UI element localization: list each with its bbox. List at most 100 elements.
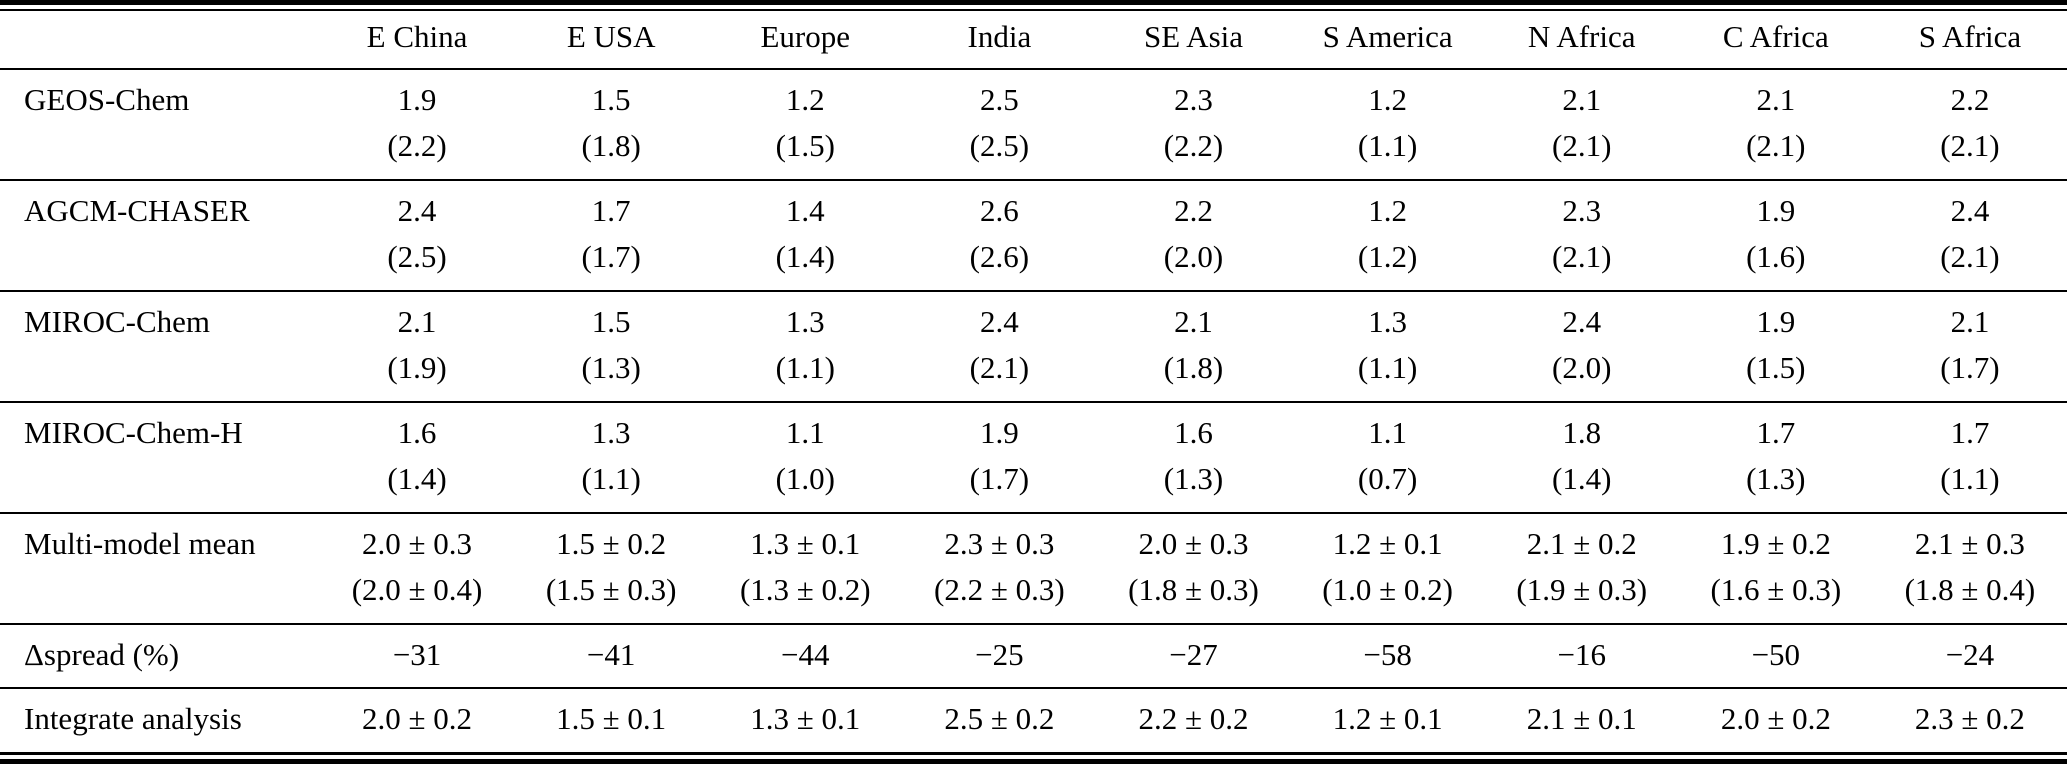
table-header: E China E USA Europe India SE Asia S America N… xyxy=(0,10,2067,69)
cell-value: 2.2 ± 0.2 xyxy=(1138,701,1249,736)
row-label: MIROC-Chem xyxy=(24,303,210,339)
cell-value: 2.0 ± 0.2 xyxy=(362,701,473,736)
row-label: MIROC-Chem-H xyxy=(24,414,243,450)
table-cell: 2.1 ± 0.1 xyxy=(1485,688,1679,753)
cell-value: 1.1 xyxy=(1368,414,1407,450)
table-top-thick-rule xyxy=(0,0,2067,5)
cell-parenthesized-value: (1.1) xyxy=(1357,350,1418,385)
cell-value: 1.9 xyxy=(980,414,1019,450)
table-cell: 1.2 (1.2) xyxy=(1291,180,1485,291)
cell-value: 2.1 ± 0.3 xyxy=(1914,525,2025,561)
column-header: N Africa xyxy=(1527,19,1636,54)
cell-parenthesized-value: (1.7) xyxy=(969,461,1030,496)
table-cell: 2.4 (2.5) xyxy=(320,180,514,291)
cell-value: 2.4 xyxy=(397,192,437,228)
table-cell: −16 xyxy=(1485,624,1679,689)
row-label: Multi-model mean xyxy=(24,525,256,561)
cell-value: −50 xyxy=(1751,636,1801,672)
table-cell: 1.3 (1.1) xyxy=(708,291,902,402)
cell-value: 1.4 xyxy=(785,192,825,228)
cell-value: 1.3 xyxy=(785,303,825,339)
column-header: C Africa xyxy=(1722,19,1829,54)
cell-value: −41 xyxy=(586,636,636,672)
cell-parenthesized-value: (2.1) xyxy=(1940,239,2000,274)
cell-value: 2.1 xyxy=(1756,81,1796,117)
cell-parenthesized-value: (1.3 ± 0.2) xyxy=(739,572,871,607)
table-cell: −58 xyxy=(1291,624,1485,689)
table-cell: 1.9 ± 0.2 (1.6 ± 0.3) xyxy=(1679,513,1873,624)
cell-value: −25 xyxy=(975,636,1024,672)
cell-parenthesized-value: (1.7) xyxy=(1940,350,2000,385)
cell-value: 2.1 ± 0.2 xyxy=(1526,525,1637,561)
cell-value: 2.6 xyxy=(980,192,1019,228)
cell-parenthesized-value: (1.1) xyxy=(1357,128,1418,163)
cell-parenthesized-value: (2.0) xyxy=(1552,350,1612,385)
table-bottom-thick-rule xyxy=(0,758,2067,764)
row-label: Δspread (%) xyxy=(24,636,180,672)
cell-value: 2.1 ± 0.1 xyxy=(1526,701,1637,736)
table-cell: 1.6 (1.4) xyxy=(320,402,514,513)
cell-value: 1.9 xyxy=(1756,192,1796,228)
table-cell: 2.1 ± 0.2 (1.9 ± 0.3) xyxy=(1485,513,1679,624)
cell-value: 2.5 ± 0.2 xyxy=(944,701,1055,736)
table-cell: 2.2 (2.0) xyxy=(1096,180,1290,291)
cell-value: 2.2 xyxy=(1174,192,1213,228)
column-header: S Africa xyxy=(1918,19,2022,54)
table-cell: 2.1 (1.9) xyxy=(320,291,514,402)
cell-value: 1.5 xyxy=(591,303,631,339)
cell-parenthesized-value: (1.3) xyxy=(1746,461,1806,496)
table-cell: 1.5 ± 0.1 xyxy=(514,688,708,753)
table-cell: 1.9 (1.7) xyxy=(902,402,1096,513)
cell-parenthesized-value: (1.0 ± 0.2) xyxy=(1322,572,1453,607)
table-cell: 1.4 (1.4) xyxy=(708,180,902,291)
table-cell: 1.9 (1.6) xyxy=(1679,180,1873,291)
cell-value: 1.7 xyxy=(1756,414,1796,450)
table-cell: 1.5 (1.3) xyxy=(514,291,708,402)
table-row: MIROC-Chem 2.1 (1.9) 1.5 (1.3) 1.3 (1.1) 2.4 (2.… xyxy=(0,290,2067,402)
cell-value: 1.5 xyxy=(591,81,631,117)
table-cell: 2.0 ± 0.3 (2.0 ± 0.4) xyxy=(320,513,514,624)
cell-parenthesized-value: (1.9) xyxy=(387,350,447,385)
table-cell: 2.4 (2.0) xyxy=(1485,291,1679,402)
cell-parenthesized-value: (2.0) xyxy=(1163,239,1224,274)
table-cell: 1.3 ± 0.1 xyxy=(708,688,902,753)
column-header: India xyxy=(967,19,1032,54)
table-cell: −27 xyxy=(1096,624,1290,689)
cell-parenthesized-value: (2.6) xyxy=(969,239,1030,274)
column-header: S America xyxy=(1322,19,1453,54)
cell-parenthesized-value: (0.7) xyxy=(1357,461,1418,496)
cell-value: 1.6 xyxy=(1174,414,1213,450)
cell-parenthesized-value: (1.5 ± 0.3) xyxy=(545,572,677,607)
table-cell: 2.1 ± 0.3 (1.8 ± 0.4) xyxy=(1873,513,2067,624)
cell-value: 1.5 ± 0.2 xyxy=(556,525,667,561)
table-row: GEOS-Chem 1.9 (2.2) 1.5 (1.8) 1.2 (1.5) 2.5 (2.5… xyxy=(0,68,2067,180)
table-cell: 2.5 ± 0.2 xyxy=(902,688,1096,753)
cell-value: 2.3 xyxy=(1562,192,1602,228)
table-cell: 1.9 (1.5) xyxy=(1679,291,1873,402)
header-row: E China E USA Europe India SE Asia S America N… xyxy=(0,10,2067,69)
cell-value: −24 xyxy=(1945,636,1995,672)
table-cell: −50 xyxy=(1679,624,1873,689)
cell-parenthesized-value: (2.1) xyxy=(1552,128,1612,163)
column-header: SE Asia xyxy=(1143,19,1244,54)
cell-value: 1.8 xyxy=(1562,414,1602,450)
table-cell: −24 xyxy=(1873,624,2067,689)
table-cell: 2.5 (2.5) xyxy=(902,69,1096,180)
cell-value: 2.1 xyxy=(1174,303,1213,339)
cell-value: 1.7 xyxy=(1950,414,1990,450)
cell-parenthesized-value: (2.2) xyxy=(1163,128,1224,163)
cell-value: 1.9 xyxy=(397,81,437,117)
cell-value: 2.4 xyxy=(1950,192,1990,228)
column-header: Europe xyxy=(760,19,851,54)
cell-value: 2.3 xyxy=(1174,81,1213,117)
cell-value: 2.1 xyxy=(1950,303,1990,339)
table-cell: 2.3 ± 0.2 xyxy=(1873,688,2067,753)
cell-parenthesized-value: (1.9 ± 0.3) xyxy=(1516,572,1648,607)
cell-value: 1.7 xyxy=(591,192,631,228)
table-cell: 1.6 (1.3) xyxy=(1096,402,1290,513)
cell-value: 1.5 ± 0.1 xyxy=(556,701,667,736)
cell-parenthesized-value: (1.6 ± 0.3) xyxy=(1710,572,1842,607)
cell-value: 1.2 ± 0.1 xyxy=(1332,525,1443,561)
table-cell: −41 xyxy=(514,624,708,689)
